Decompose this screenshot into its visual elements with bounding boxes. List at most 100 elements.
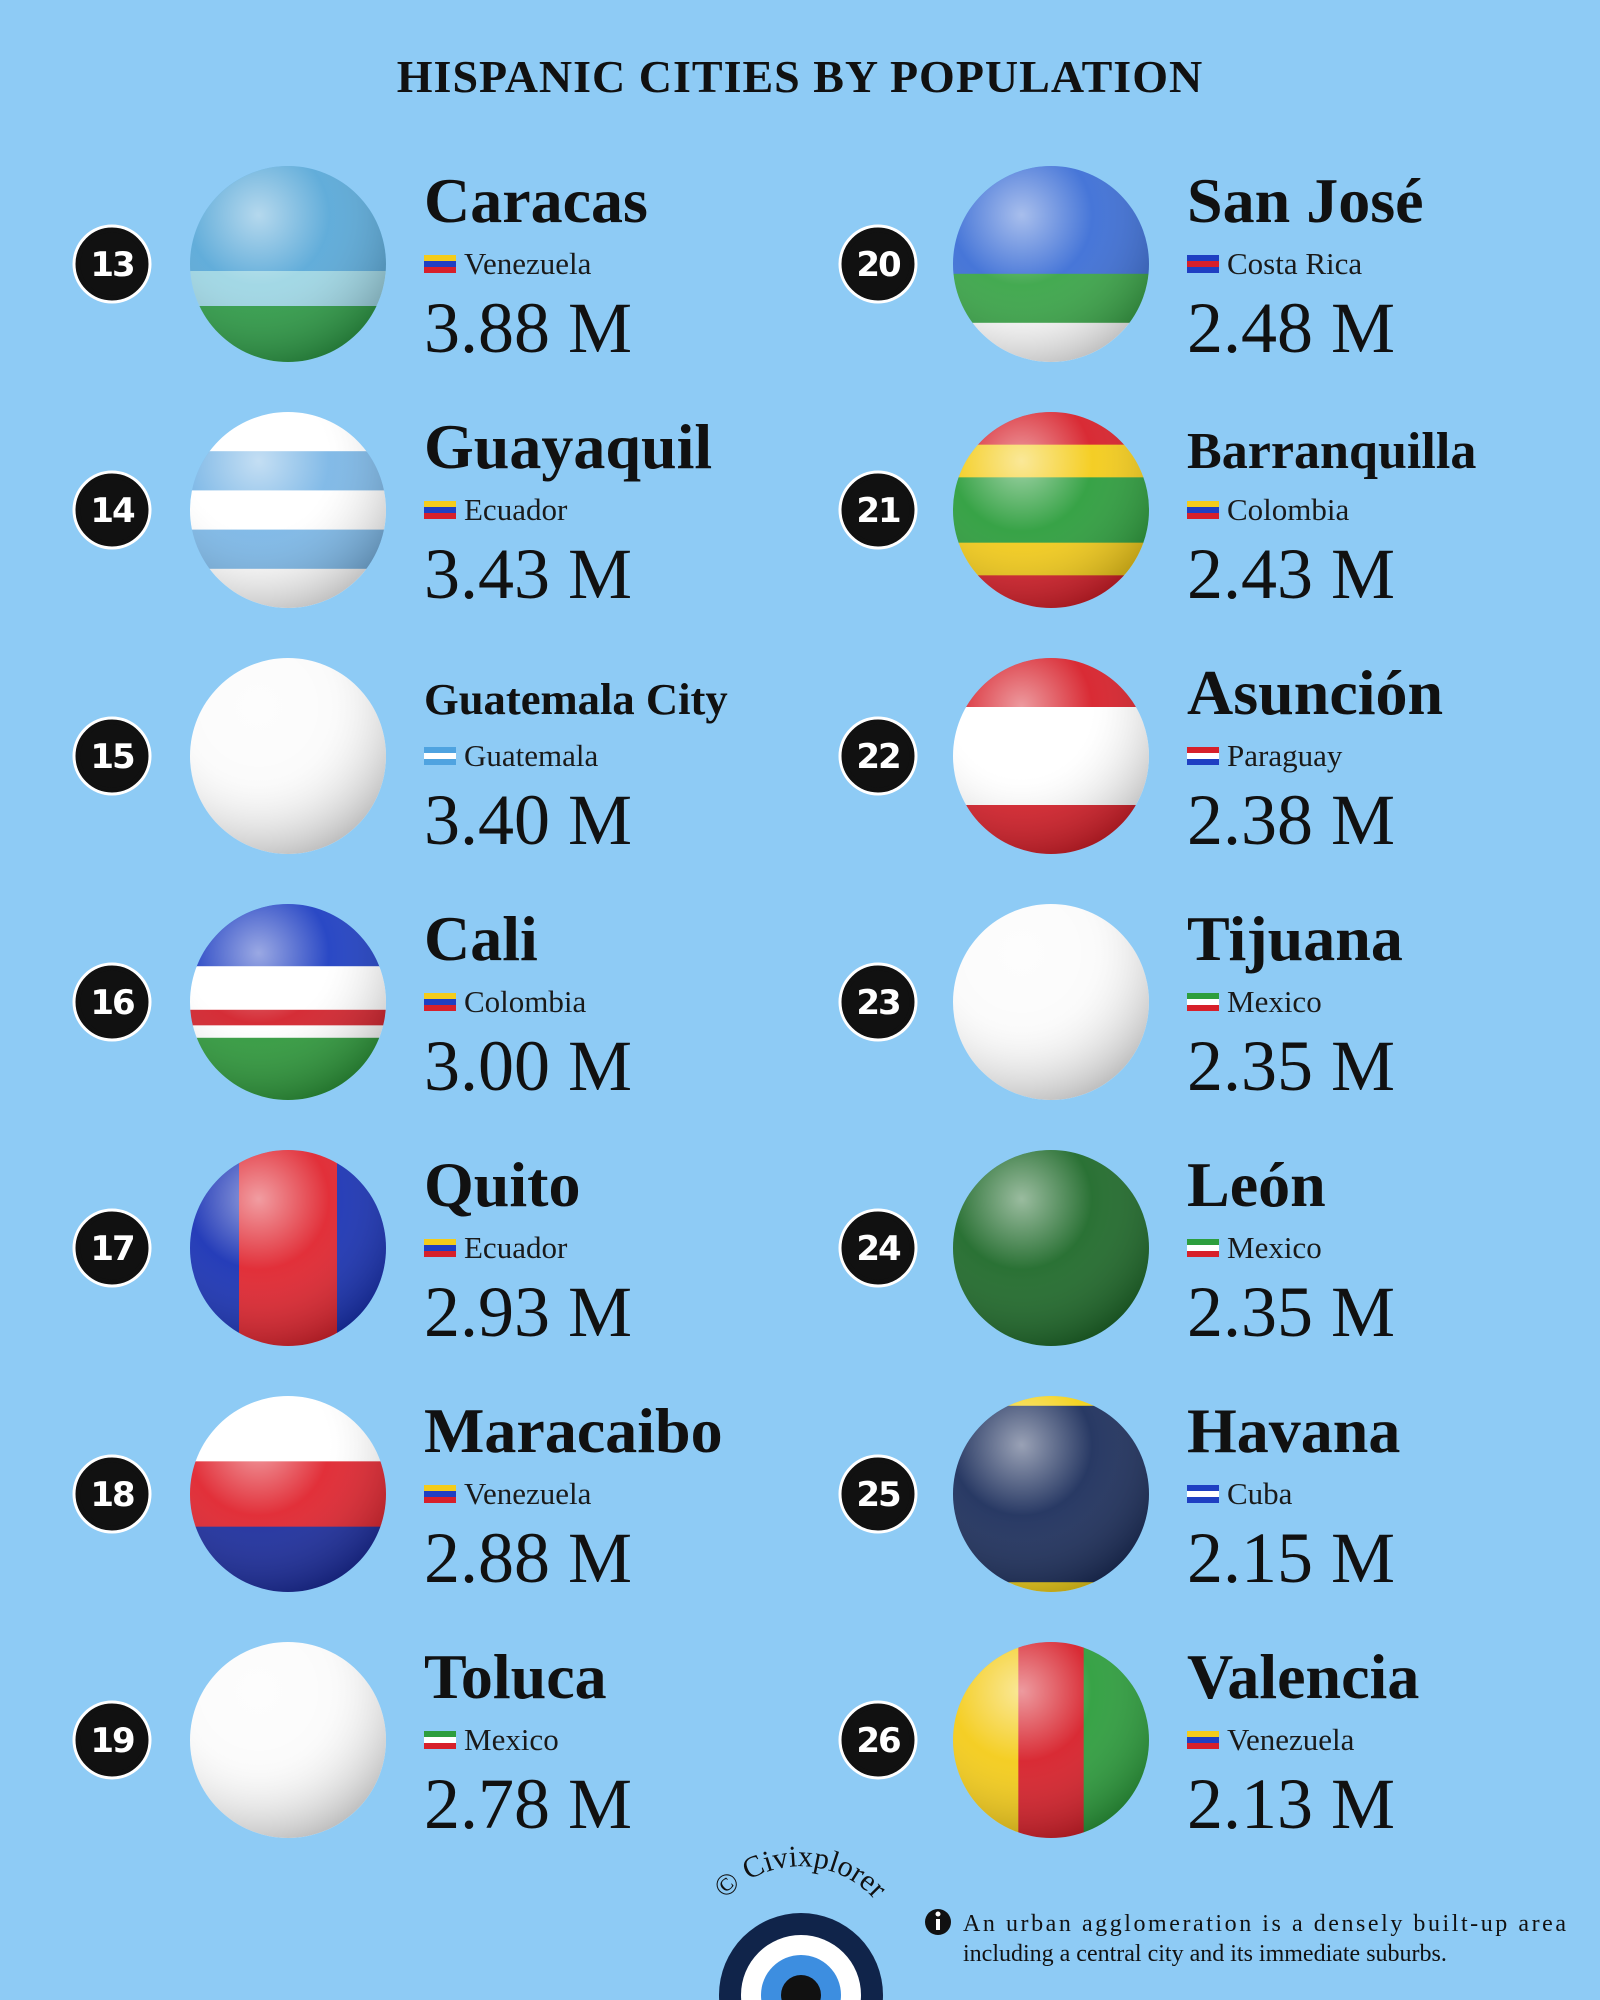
rank-badge <box>72 1208 152 1288</box>
city-flag <box>190 1396 386 1592</box>
population: 3.40 M <box>424 780 632 860</box>
mini-flag-stripe <box>424 999 456 1005</box>
mini-flag-stripe <box>424 1491 456 1497</box>
mini-flag-stripe <box>424 513 456 519</box>
country: Venezuela <box>464 246 592 281</box>
note-line: An urban agglomeration is a densely buil… <box>963 1911 1566 1937</box>
rank-badge <box>72 1454 152 1534</box>
population: 2.93 M <box>424 1272 632 1352</box>
city-name: Maracaibo <box>424 1395 723 1466</box>
rank-ring <box>77 967 147 1037</box>
logo-pupil <box>781 1975 821 2000</box>
note-line: including a central city and its immedia… <box>963 1941 1447 1967</box>
country: Ecuador <box>464 492 568 527</box>
flag-gloss <box>953 1396 1149 1592</box>
mini-flag-stripe <box>424 753 456 759</box>
city-flag <box>953 1396 1149 1592</box>
city-name: Barranquilla <box>1187 423 1476 480</box>
country: Cuba <box>1227 1476 1293 1511</box>
rank: 15 <box>90 737 134 777</box>
mini-flag-stripe <box>1187 267 1219 273</box>
city-row: 17 Quito Ecuador 2.93 M <box>72 1149 632 1352</box>
city-row: 25 Havana Cuba 2.15 M <box>838 1395 1400 1598</box>
mini-flag-stripe <box>1187 1743 1219 1749</box>
population: 2.88 M <box>424 1518 632 1598</box>
city-row: 23 Tijuana Mexico 2.35 M <box>838 903 1403 1106</box>
country: Ecuador <box>464 1230 568 1265</box>
title: HISPANIC CITIES BY POPULATION <box>397 51 1203 102</box>
mini-flag-stripe <box>1187 753 1219 759</box>
mini-flag-stripe <box>1187 501 1219 507</box>
mini-flag-stripe <box>1187 993 1219 999</box>
flag-gloss <box>953 1150 1149 1346</box>
city-flag <box>190 904 386 1100</box>
flag-gloss <box>190 412 386 608</box>
country: Colombia <box>464 984 587 1019</box>
rank: 16 <box>90 983 134 1023</box>
city-name: Guayaquil <box>424 411 712 482</box>
rank: 19 <box>90 1721 134 1761</box>
city-row: 18 Maracaibo Venezuela 2.88 M <box>72 1395 723 1598</box>
city-name: Guatemala City <box>424 674 728 724</box>
rank-badge <box>838 224 918 304</box>
city-name: Caracas <box>424 165 648 236</box>
city-row: 22 Asunción Paraguay 2.38 M <box>838 657 1443 860</box>
mini-flag-stripe <box>424 1737 456 1743</box>
rank-ring <box>77 1213 147 1283</box>
mini-flag-stripe <box>424 1497 456 1503</box>
city-flag <box>190 412 386 608</box>
rank-badge <box>72 716 152 796</box>
flag-gloss <box>190 1150 386 1346</box>
population: 2.48 M <box>1187 288 1395 368</box>
flag-gloss <box>953 412 1149 608</box>
city-name: Cali <box>424 903 538 974</box>
rank: 22 <box>856 737 899 777</box>
country: Guatemala <box>464 738 599 773</box>
flag-gloss <box>190 1396 386 1592</box>
rank: 14 <box>90 491 135 531</box>
rank-badge <box>838 470 918 550</box>
mini-flag-stripe <box>424 1731 456 1737</box>
city-flag <box>190 658 386 854</box>
rank-ring <box>77 1705 147 1775</box>
city-name: San José <box>1187 165 1424 236</box>
city-flag <box>953 166 1149 362</box>
rank-ring <box>843 721 913 791</box>
rank-ring <box>843 1705 913 1775</box>
city-name: León <box>1187 1149 1326 1220</box>
population: 2.35 M <box>1187 1272 1395 1352</box>
rank-badge <box>72 1700 152 1780</box>
mini-flag-stripe <box>1187 255 1219 261</box>
population: 2.78 M <box>424 1764 632 1844</box>
mini-flag-stripe <box>1187 507 1219 513</box>
mini-flag-stripe <box>424 747 456 753</box>
population: 2.35 M <box>1187 1026 1395 1106</box>
mini-flag-stripe <box>424 1245 456 1251</box>
population: 3.43 M <box>424 534 632 614</box>
rank: 13 <box>90 245 133 285</box>
mini-flag-stripe <box>1187 513 1219 519</box>
country: Colombia <box>1227 492 1350 527</box>
city-row: 20 San José Costa Rica 2.48 M <box>838 165 1424 368</box>
country: Costa Rica <box>1227 246 1362 281</box>
rank-ring <box>843 1213 913 1283</box>
mini-flag-stripe <box>1187 1239 1219 1245</box>
flag-gloss <box>190 904 386 1100</box>
rank: 24 <box>856 1229 901 1269</box>
mini-flag-stripe <box>1187 759 1219 765</box>
mini-flag-stripe <box>424 507 456 513</box>
mini-flag-stripe <box>424 1005 456 1011</box>
country: Mexico <box>1227 984 1322 1019</box>
city-flag <box>953 658 1149 854</box>
city-name: Toluca <box>424 1641 607 1712</box>
flag-gloss <box>953 166 1149 362</box>
population: 2.43 M <box>1187 534 1395 614</box>
rank: 23 <box>856 983 899 1023</box>
rank-ring <box>843 967 913 1037</box>
info-icon-bar <box>936 1919 940 1930</box>
mini-flag-stripe <box>424 1743 456 1749</box>
population: 2.13 M <box>1187 1764 1395 1844</box>
mini-flag-stripe <box>424 261 456 267</box>
mini-flag-stripe <box>1187 1491 1219 1497</box>
city-flag <box>953 1642 1149 1838</box>
